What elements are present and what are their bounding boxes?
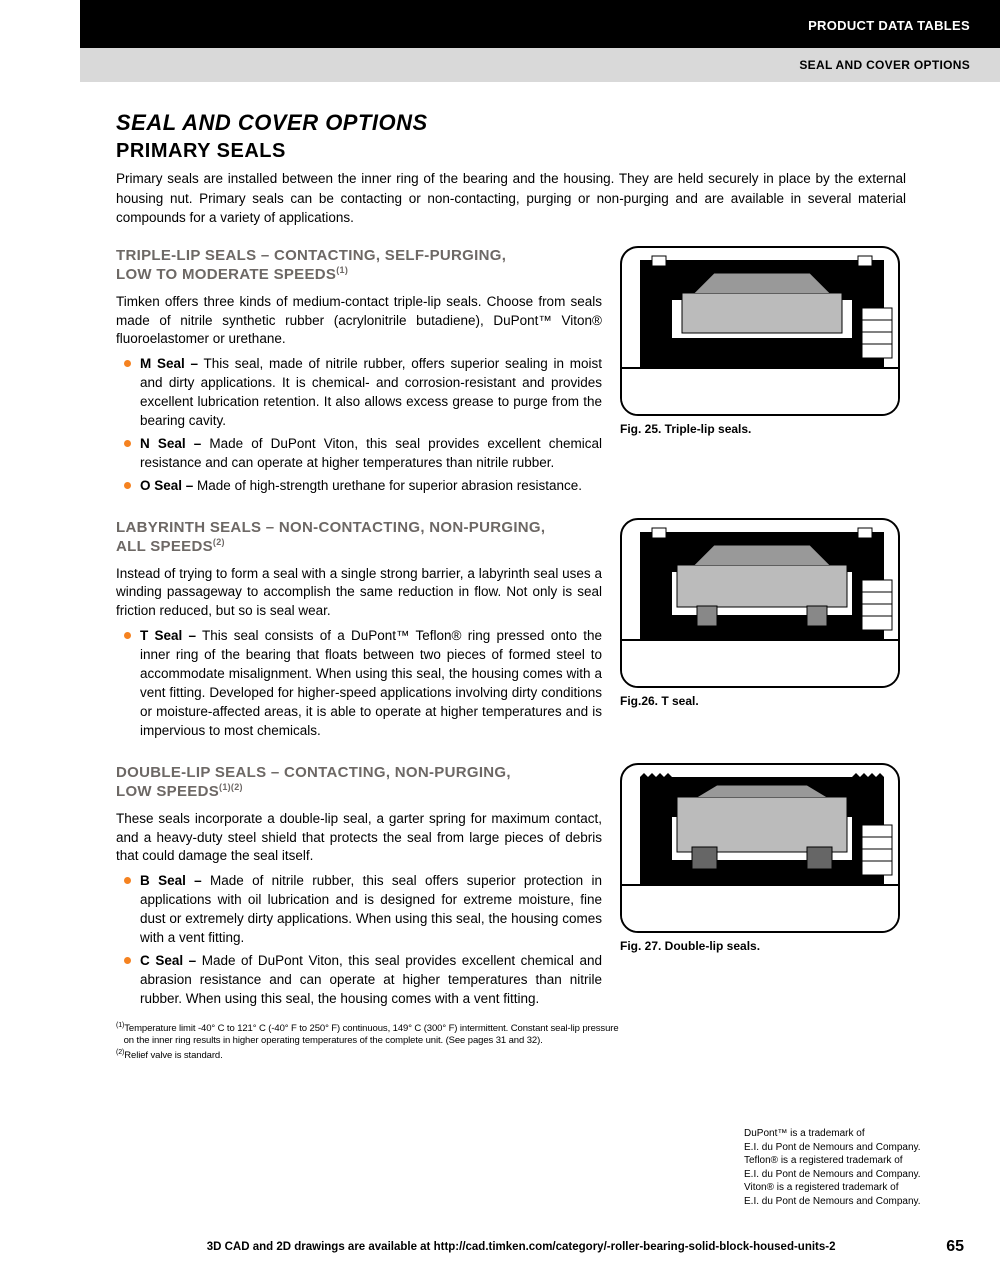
section-text: LABYRINTH SEALS – NON-CONTACTING, NON-PU… [116,518,602,745]
figure-triple-lip: Fig. 25. Triple-lip seals. [620,246,900,500]
figure-caption: Fig. 27. Double-lip seals. [620,939,900,953]
header-subcategory-bar: SEAL AND COVER OPTIONS [80,48,1000,82]
section-double-lip: DOUBLE-LIP SEALS – CONTACTING, NON-PURGI… [116,763,964,1013]
header-category-bar: PRODUCT DATA TABLES [80,0,1000,48]
footnotes: (1)Temperature limit -40° C to 121° C (-… [116,1021,736,1064]
figure-caption: Fig.26. T seal. [620,694,900,708]
trademark-notice: DuPont™ is a trademark of E.I. du Pont d… [744,1127,964,1208]
list-item: N Seal – Made of DuPont Viton, this seal… [116,435,602,473]
list-item: B Seal – Made of nitrile rubber, this se… [116,872,602,948]
footer-text: 3D CAD and 2D drawings are available at … [116,1241,926,1253]
bullet-list: B Seal – Made of nitrile rubber, this se… [116,872,602,1008]
section-text: TRIPLE-LIP SEALS – CONTACTING, SELF-PURG… [116,246,602,500]
section-triple-lip: TRIPLE-LIP SEALS – CONTACTING, SELF-PURG… [116,246,964,500]
list-item: C Seal – Made of DuPont Viton, this seal… [116,952,602,1009]
page-footer: 3D CAD and 2D drawings are available at … [116,1238,964,1256]
list-item: O Seal – Made of high-strength urethane … [116,477,602,496]
section-heading: LABYRINTH SEALS – NON-CONTACTING, NON-PU… [116,518,602,557]
list-item: T Seal – This seal consists of a DuPont™… [116,627,602,740]
diagram-triple-lip [620,246,900,416]
diagram-double-lip [620,763,900,933]
section-heading: DOUBLE-LIP SEALS – CONTACTING, NON-PURGI… [116,763,602,802]
section-para: Timken offers three kinds of medium-cont… [116,293,602,350]
section-labyrinth: LABYRINTH SEALS – NON-CONTACTING, NON-PU… [116,518,964,745]
figure-t-seal: Fig.26. T seal. [620,518,900,745]
bullet-list: T Seal – This seal consists of a DuPont™… [116,627,602,740]
section-para: These seals incorporate a double-lip sea… [116,810,602,867]
diagram-t-seal [620,518,900,688]
header-subcategory: SEAL AND COVER OPTIONS [799,58,970,72]
figure-caption: Fig. 25. Triple-lip seals. [620,422,900,436]
section-para: Instead of trying to form a seal with a … [116,565,602,622]
list-item: M Seal – This seal, made of nitrile rubb… [116,355,602,431]
page-number: 65 [946,1238,964,1256]
figure-double-lip: Fig. 27. Double-lip seals. [620,763,900,1013]
bullet-list: M Seal – This seal, made of nitrile rubb… [116,355,602,495]
section-text: DOUBLE-LIP SEALS – CONTACTING, NON-PURGI… [116,763,602,1013]
page-content: SEAL AND COVER OPTIONS PRIMARY SEALS Pri… [116,110,964,1220]
subtitle: PRIMARY SEALS [116,140,964,163]
intro-paragraph: Primary seals are installed between the … [116,169,906,228]
section-heading: TRIPLE-LIP SEALS – CONTACTING, SELF-PURG… [116,246,602,285]
header-category: PRODUCT DATA TABLES [808,18,970,33]
main-title: SEAL AND COVER OPTIONS [116,110,964,136]
